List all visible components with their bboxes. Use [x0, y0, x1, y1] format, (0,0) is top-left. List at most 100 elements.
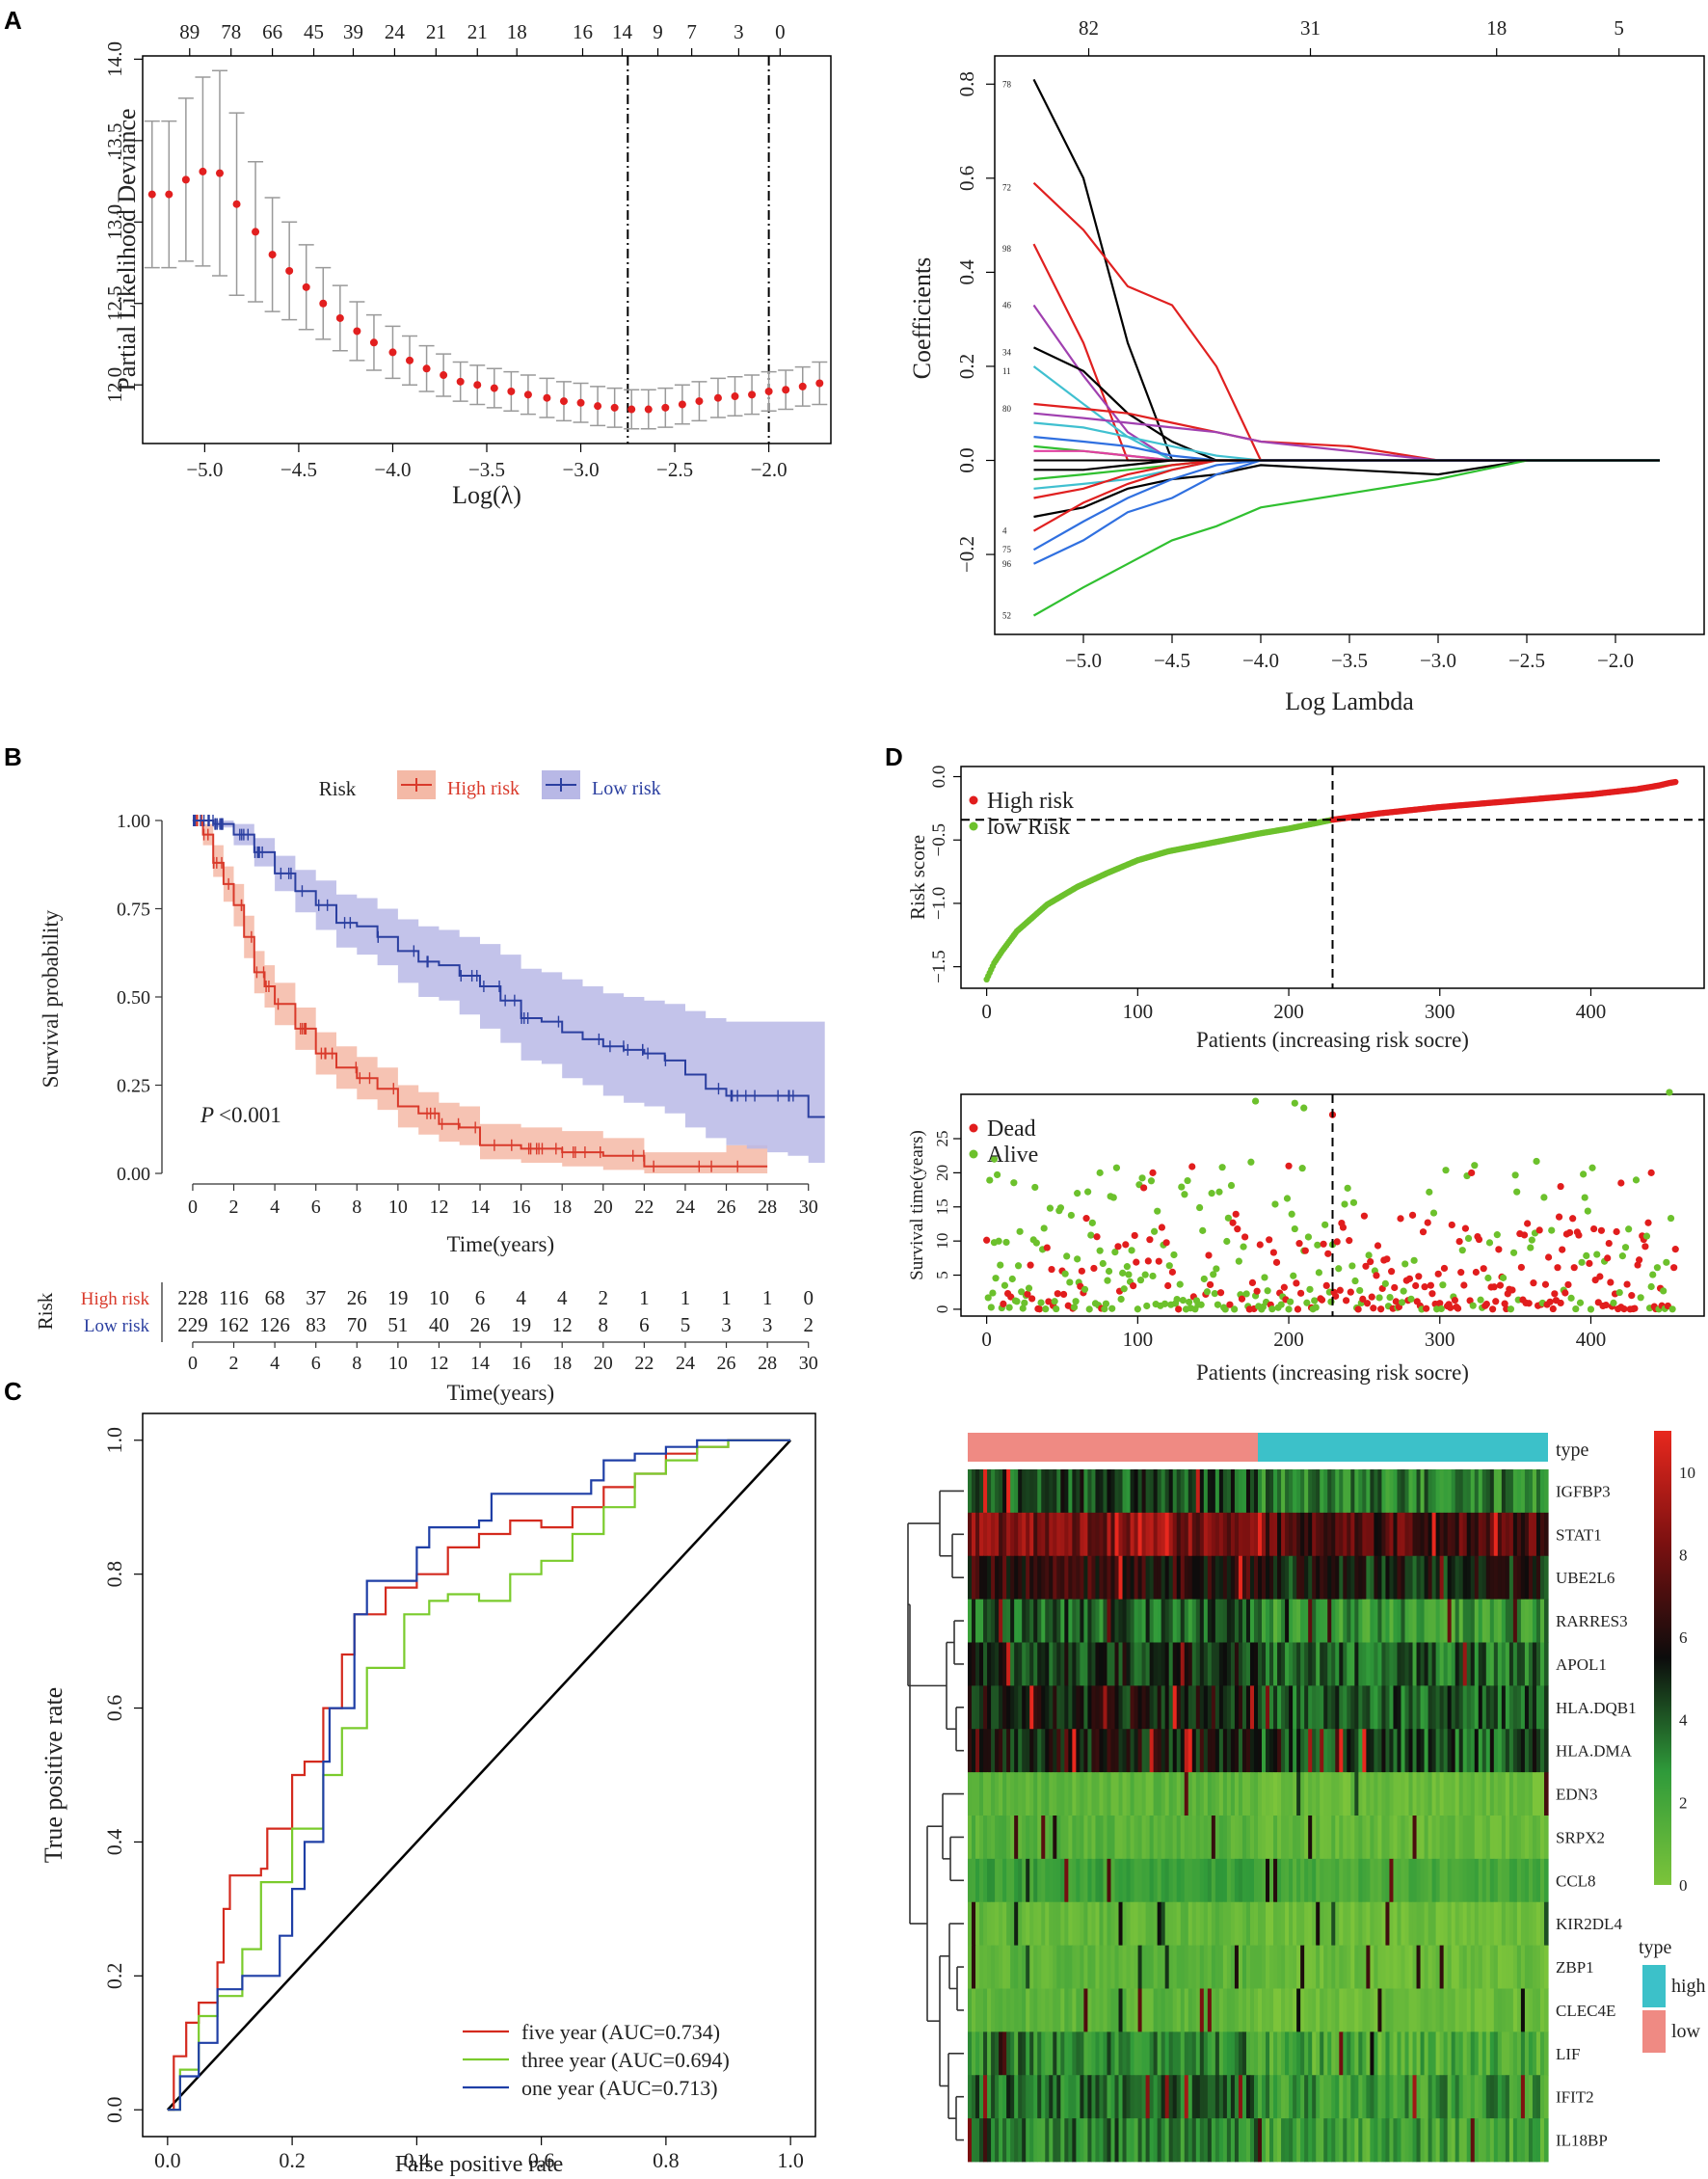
- b-table-xtick-label: 8: [352, 1353, 361, 1374]
- d-heat-cell: [1269, 1816, 1274, 1860]
- d-heat-cell: [1447, 1599, 1453, 1643]
- d-heat-cell: [1485, 1599, 1491, 1643]
- d-heat-cell: [1524, 1858, 1530, 1903]
- d-heat-cell: [1435, 2075, 1441, 2119]
- d-heat-cell: [1153, 1901, 1159, 1947]
- d-heat-cell: [1443, 1816, 1449, 1860]
- d-heat-cell: [972, 1642, 976, 1686]
- d-heat-cell: [1091, 1512, 1097, 1557]
- d-heat-cell: [1516, 2075, 1522, 2119]
- d-heat-cell: [1203, 1729, 1209, 1773]
- d-surv-ytick-label: 5: [933, 1271, 951, 1279]
- d-heat-cell: [1068, 1816, 1073, 1860]
- d-heat-cell: [1164, 1685, 1170, 1730]
- d-heat-cell: [1134, 1772, 1139, 1816]
- d-heat-cell: [1226, 1901, 1232, 1947]
- d-heat-cell: [1366, 1988, 1371, 2032]
- d-heat-cell: [1064, 2031, 1069, 2076]
- d-heat-cell: [1385, 1729, 1391, 1773]
- d-heat-cell: [1512, 1642, 1518, 1686]
- b-xtick-label: 6: [311, 1197, 321, 1218]
- d-heat-cell: [1188, 2031, 1193, 2076]
- d-heat-cell: [1420, 1512, 1426, 1557]
- d-heat-cell: [1099, 1512, 1105, 1557]
- d-risk-xlabel: Patients (increasing risk socre): [1196, 1028, 1469, 1052]
- d-heat-cell: [1385, 1642, 1391, 1686]
- d-heat-cell: [1401, 1988, 1406, 2032]
- a-left-point: [252, 228, 260, 236]
- d-heat-cell: [991, 1599, 996, 1643]
- d-heat-cell: [991, 1729, 996, 1773]
- d-surv-point-dead: [1232, 1210, 1240, 1218]
- d-surv-point-dead: [1415, 1273, 1423, 1280]
- d-surv-point-alive: [1213, 1265, 1220, 1273]
- d-surv-point-dead: [1551, 1290, 1559, 1298]
- d-heat-cell: [1145, 1555, 1151, 1601]
- d-heat-cell: [987, 1469, 992, 1514]
- d-heat-cell: [1343, 1729, 1348, 1773]
- d-heat-cell: [1188, 1685, 1193, 1730]
- d-heat-cell: [1122, 1555, 1128, 1601]
- d-heat-cell: [1126, 1555, 1132, 1601]
- c-ytick-label: 0.8: [102, 1561, 126, 1588]
- d-heat-cell: [979, 1988, 984, 2032]
- d-heat-cell: [1539, 1945, 1545, 1989]
- d-surv-point-dead: [1007, 1293, 1015, 1301]
- d-heat-cell: [1238, 1772, 1243, 1816]
- d-heat-colorbar-tick: 8: [1679, 1546, 1688, 1564]
- a-left-point: [181, 175, 190, 184]
- d-heat-cell: [1428, 1685, 1433, 1730]
- d-heat-cell: [1516, 1858, 1522, 1903]
- a-right-xtick-label: −2.0: [1597, 649, 1634, 672]
- d-heat-cell: [1195, 1469, 1201, 1514]
- d-heat-cell: [1520, 1642, 1526, 1686]
- d-heat-cell: [1045, 1816, 1050, 1860]
- d-heat-cell: [1343, 2118, 1348, 2163]
- d-heat-cell: [1269, 1512, 1274, 1557]
- d-heat-cell: [1226, 1642, 1232, 1686]
- d-heat-cell: [1528, 1555, 1534, 1601]
- d-surv-point-dead: [1530, 1279, 1537, 1287]
- d-heat-cell: [1478, 1988, 1483, 2032]
- d-heat-cell: [1014, 1512, 1019, 1557]
- d-surv-point-alive: [1181, 1191, 1188, 1198]
- d-heat-cell: [1497, 1988, 1503, 2032]
- c-xtick-label: 1.0: [777, 2148, 804, 2172]
- d-heat-cell: [1176, 1901, 1182, 1947]
- d-heat-cell: [1300, 1685, 1305, 1730]
- d-heat-cell: [1191, 1642, 1197, 1686]
- d-heat-cell: [1161, 1469, 1166, 1514]
- d-heat-cell: [1164, 1772, 1170, 1816]
- d-heat-cell: [1033, 1685, 1038, 1730]
- d-heat-cell: [987, 1988, 992, 2032]
- d-heat-cell: [1404, 2075, 1410, 2119]
- d-heat-cell: [1543, 1512, 1549, 1557]
- d-heat-cell: [1347, 1642, 1351, 1686]
- d-heat-cell: [1281, 1512, 1286, 1557]
- d-surv-point-alive: [989, 1289, 997, 1297]
- d-heat-cell: [1211, 1988, 1216, 2032]
- d-heat-cell: [1080, 1555, 1084, 1601]
- d-heat-cell: [1049, 1685, 1054, 1730]
- d-heat-cell: [1164, 1858, 1170, 1903]
- d-heat-cell: [1095, 1988, 1101, 2032]
- d-heat-cell: [1339, 1988, 1344, 2032]
- d-heat-cell: [1226, 1945, 1232, 1989]
- d-heat-cell: [1149, 1555, 1155, 1601]
- d-surv-point-highlight: [1285, 1162, 1293, 1170]
- d-heat-cell: [1285, 2031, 1290, 2076]
- d-heat-cell: [1528, 2118, 1534, 2163]
- d-heat-cell: [1269, 1945, 1274, 1989]
- d-heat-cell: [1230, 1599, 1236, 1643]
- d-surv-point-dead: [1440, 1264, 1449, 1273]
- d-surv-point-dead: [1561, 1289, 1569, 1297]
- d-heat-cell: [1308, 1816, 1313, 1860]
- d-surv-point-alive: [1070, 1304, 1079, 1311]
- d-heat-cell: [1505, 1772, 1510, 1816]
- d-heat-cell: [1377, 1599, 1383, 1643]
- d-heat-cell: [972, 1858, 976, 1903]
- d-heat-row-label: HLA.DMA: [1556, 1742, 1633, 1761]
- d-heat-cell: [1320, 1685, 1324, 1730]
- d-heat-cell: [1118, 1988, 1124, 2032]
- d-heat-cell: [1277, 1599, 1282, 1643]
